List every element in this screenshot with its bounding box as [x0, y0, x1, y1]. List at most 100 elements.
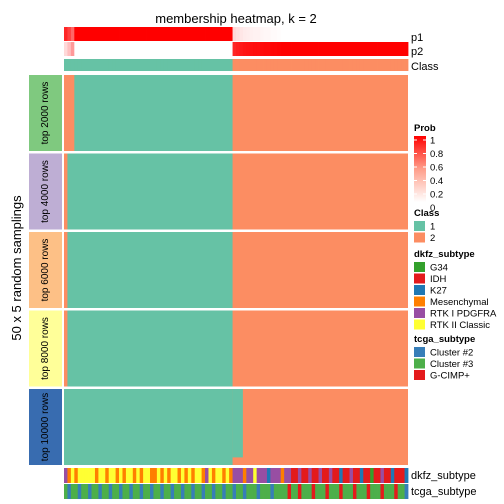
p2-cell [115, 42, 120, 56]
class-cell [332, 59, 337, 71]
p2-cell [170, 42, 175, 56]
prob-tick-label: 1 [430, 136, 435, 147]
tcga-cell [366, 484, 371, 499]
p2-cell [260, 42, 264, 56]
tcga-cell [270, 484, 275, 499]
dkfz-cell [383, 468, 388, 483]
tcga-cell [253, 484, 258, 499]
p1-cell [119, 27, 123, 41]
p2-cell [318, 42, 323, 56]
p1-cell [266, 27, 271, 41]
dkfz-cell [218, 468, 223, 483]
tcga-cell [239, 484, 244, 499]
class-cell [346, 59, 350, 71]
dkfz-cell [253, 468, 258, 483]
legend-class-label: 1 [430, 222, 435, 233]
tcga-cell [156, 484, 161, 499]
p2-cell [101, 42, 106, 56]
dkfz-cell [273, 468, 278, 483]
p1-cell [139, 27, 144, 41]
class-cell [390, 59, 395, 71]
class-cell [163, 59, 168, 71]
p1-cell [325, 27, 330, 41]
dkfz-cell [380, 468, 385, 483]
class-cell [229, 59, 233, 71]
dkfz-cell [225, 468, 230, 483]
group-label: top 6000 rows [40, 239, 51, 302]
group-strip [29, 310, 62, 387]
heatmap-body: top 2000 rows top 4000 rows top 6000 rows t… [29, 75, 408, 465]
p1-cell [64, 27, 68, 41]
dkfz-cell [180, 468, 185, 483]
tcga-cell [284, 484, 288, 499]
class-cell [266, 59, 271, 71]
p1-cell [287, 27, 292, 41]
tcga-cell [222, 484, 227, 499]
class-cell [88, 59, 92, 71]
p1-cell [98, 27, 103, 41]
p2-cell [91, 42, 96, 56]
dkfz-cell [84, 468, 89, 483]
p2-cell [366, 42, 371, 56]
tcga-cell [390, 484, 395, 499]
annotation-label-p2: p2 [411, 46, 423, 58]
class-cell [256, 59, 261, 71]
tcga-cell [242, 484, 247, 499]
p2-cell [339, 42, 344, 56]
dkfz-cell [70, 468, 75, 483]
p1-cell [383, 27, 388, 41]
class-cell [91, 59, 96, 71]
p1-cell [67, 27, 72, 41]
dkfz-cell [342, 468, 347, 483]
p2-cell [332, 42, 337, 56]
tcga-cell [356, 484, 361, 499]
tcga-cell [311, 484, 316, 499]
p1-cell [242, 27, 247, 41]
tcga-cell [325, 484, 330, 499]
p1-cell [211, 27, 216, 41]
class-cell [156, 59, 161, 71]
tcga-cell [129, 484, 134, 499]
tcga-cell [163, 484, 168, 499]
p2-cell [363, 42, 368, 56]
p1-cell [77, 27, 82, 41]
p1-cell [315, 27, 319, 41]
dkfz-cell [401, 468, 405, 483]
class-cell [387, 59, 392, 71]
dkfz-cell [311, 468, 316, 483]
class-cell [287, 59, 292, 71]
p1-cell [177, 27, 182, 41]
dkfz-cell [370, 468, 374, 483]
dkfz-cell [377, 468, 381, 483]
tcga-cell [108, 484, 113, 499]
p1-cell [122, 27, 127, 41]
p2-cell [122, 42, 127, 56]
tcga-cell [105, 484, 110, 499]
bottom-label-tcga: tcga_subtype [411, 486, 476, 498]
p2-cell [64, 42, 68, 56]
tcga-cell [225, 484, 230, 499]
dkfz-cell [322, 468, 326, 483]
legend-class-label: 2 [430, 233, 435, 244]
class-cell [129, 59, 134, 71]
group-strip [29, 232, 62, 308]
exception-block [232, 389, 243, 458]
p1-cell [94, 27, 99, 41]
p2-cell [215, 42, 220, 56]
p2-cell [129, 42, 134, 56]
p2-cell [98, 42, 103, 56]
class-cell [94, 59, 99, 71]
group-strip [29, 75, 62, 151]
class-cell [394, 59, 399, 71]
class-cell [225, 59, 230, 71]
p2-cell [277, 42, 282, 56]
dkfz-cell [263, 468, 268, 483]
p1-cell [208, 27, 213, 41]
annotation-label-p1: p1 [411, 32, 423, 44]
p1-cell [335, 27, 340, 41]
dkfz-cell [105, 468, 110, 483]
p1-cell [256, 27, 261, 41]
p1-cell [394, 27, 399, 41]
class1-block [74, 75, 233, 151]
class-cell [342, 59, 347, 71]
